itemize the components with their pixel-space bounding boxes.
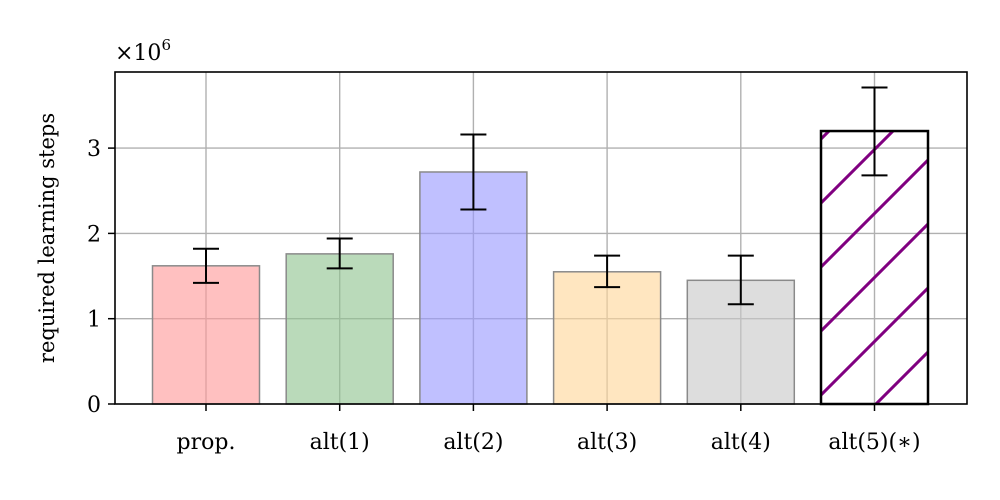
bar-1 [285, 253, 394, 405]
error-bars [193, 86, 888, 306]
x-tick-label: alt(2) [443, 430, 503, 455]
x-tick-label: alt(1) [310, 430, 370, 455]
x-tick-label: alt(3) [577, 430, 637, 455]
error-bar-5 [861, 86, 888, 177]
y-tick-label: 3 [87, 137, 101, 162]
y-tick-label: 2 [87, 222, 101, 247]
bar-3 [552, 271, 662, 405]
error-bar-2 [460, 133, 487, 211]
error-bar-0 [193, 247, 219, 284]
y-tick-label: 1 [87, 308, 101, 333]
bar-2 [419, 171, 528, 405]
x-tick-label: alt(4) [711, 430, 771, 455]
x-ticks: prop. alt(1) alt(2) alt(3) alt(4) alt(5)(∗) [177, 404, 921, 455]
error-bar-3 [594, 254, 621, 289]
y-tick-label: 0 [87, 393, 101, 418]
y-axis-label: required learning steps [35, 113, 59, 363]
x-tick-label: alt(5)(∗) [828, 430, 920, 455]
y-multiplier-exponent: 6 [161, 36, 171, 54]
y-multiplier: ×106 [115, 36, 171, 66]
error-bar-4 [727, 254, 754, 306]
x-tick-label: prop. [177, 430, 236, 455]
y-ticks: 0 1 2 3 [87, 137, 115, 418]
plot-frame [114, 71, 968, 405]
bar-0 [151, 265, 261, 405]
bars [151, 129, 930, 406]
error-bar-1 [326, 237, 353, 270]
y-multiplier-base: ×10 [115, 41, 161, 66]
